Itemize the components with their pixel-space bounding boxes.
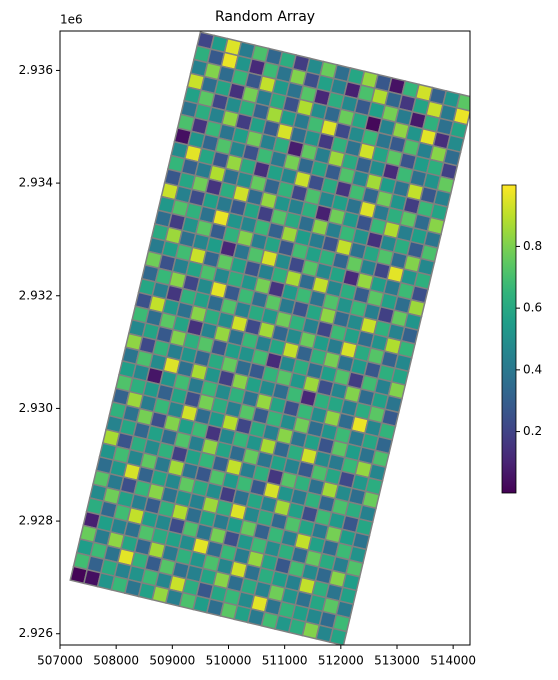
x-tick-label: 512000: [318, 654, 364, 668]
y-tick-label: 2.936: [19, 63, 53, 77]
colorbar: [501, 184, 517, 494]
y-tick-label: 2.930: [19, 401, 53, 415]
x-tick-label: 509000: [149, 654, 195, 668]
cell: [328, 627, 348, 645]
x-tick-label: 508000: [93, 654, 139, 668]
x-tick-label: 510000: [206, 654, 252, 668]
colorbar-tick-label: 0.4: [523, 362, 542, 376]
y-tick-label: 2.926: [19, 626, 53, 640]
y-offset-text: 1e6: [60, 13, 83, 27]
cell: [455, 93, 470, 112]
cells: [69, 31, 470, 645]
y-tick-label: 2.932: [19, 288, 53, 302]
x-tick-label: 513000: [374, 654, 420, 668]
x-tick-label: 514000: [430, 654, 476, 668]
plot-frame: [59, 30, 471, 646]
x-tick-label: 507000: [37, 654, 83, 668]
y-tick-label: 2.934: [19, 176, 53, 190]
chart-title: Random Array: [215, 9, 315, 25]
colorbar-tick-label: 0.2: [523, 424, 542, 438]
colorbar-tick-label: 0.6: [523, 301, 542, 315]
x-tick-label: 511000: [262, 654, 308, 668]
colorbar-tick-label: 0.8: [523, 239, 542, 253]
y-tick-label: 2.928: [19, 514, 53, 528]
